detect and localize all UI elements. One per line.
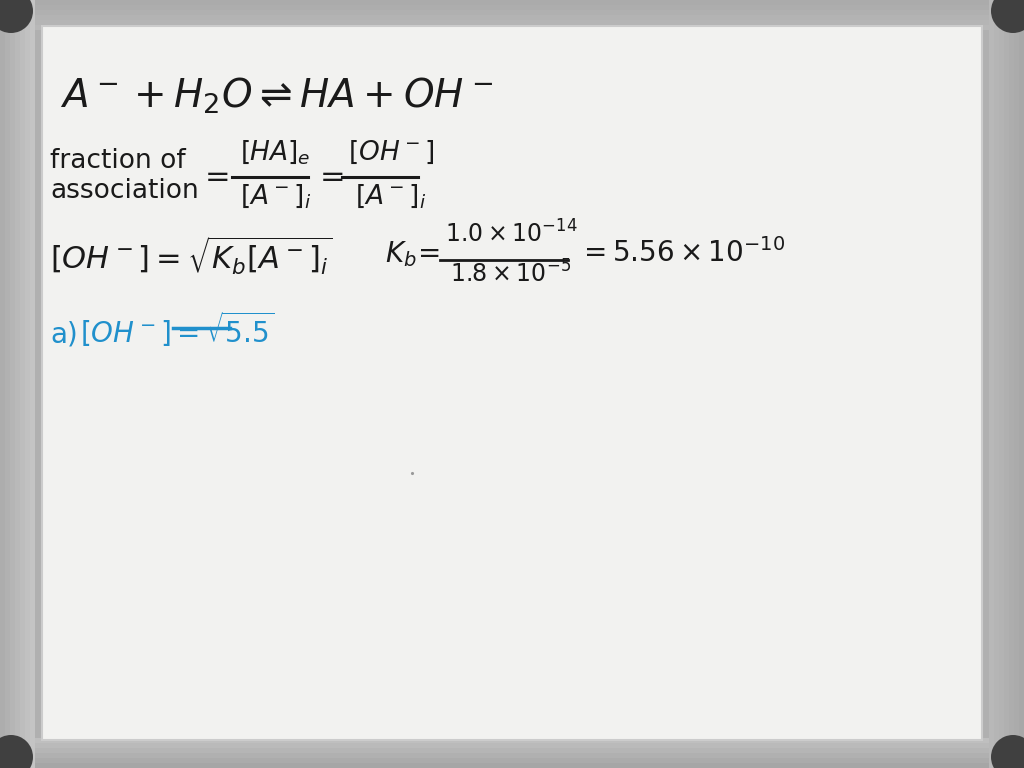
Bar	[0, 0, 5, 768]
Text: $= 5.56\times10^{-10}$: $= 5.56\times10^{-10}$	[578, 238, 785, 268]
Bar	[0, 746, 30, 768]
Bar	[15, 0, 20, 768]
Text: =: =	[319, 163, 346, 192]
Bar	[0, 25, 1024, 30]
Text: $[HA]_e$: $[HA]_e$	[240, 138, 310, 167]
Text: =: =	[205, 163, 230, 192]
Bar	[0, 748, 1024, 753]
Bar	[1019, 0, 1024, 768]
Bar	[994, 0, 1024, 22]
Text: fraction of: fraction of	[50, 148, 185, 174]
Bar	[989, 0, 994, 768]
Bar	[994, 0, 999, 768]
Bar	[10, 0, 15, 768]
Bar	[0, 15, 1024, 20]
Text: $[OH^-] = \sqrt{K_b[A^-]_i}$: $[OH^-] = \sqrt{K_b[A^-]_i}$	[50, 235, 333, 277]
Bar	[994, 746, 1024, 768]
Text: =: =	[418, 240, 441, 268]
Text: $[A^-]_i$: $[A^-]_i$	[240, 181, 311, 210]
Bar	[0, 0, 30, 22]
Wedge shape	[0, 0, 33, 33]
Bar	[30, 0, 35, 768]
Circle shape	[1, 743, 29, 768]
Text: $[A^-]_i$: $[A^-]_i$	[355, 181, 426, 210]
Wedge shape	[0, 735, 33, 768]
Bar	[0, 20, 1024, 25]
Text: $K_b$: $K_b$	[385, 239, 417, 269]
Bar	[0, 743, 1024, 748]
Wedge shape	[991, 735, 1024, 768]
Bar	[1004, 0, 1009, 768]
Bar	[0, 0, 1024, 5]
Text: $1.0\times10^{-14}$: $1.0\times10^{-14}$	[445, 221, 578, 248]
Bar	[0, 5, 1024, 10]
Bar	[20, 0, 25, 768]
Circle shape	[995, 743, 1023, 768]
Bar	[1009, 0, 1014, 768]
Bar	[999, 0, 1004, 768]
Wedge shape	[991, 0, 1024, 33]
Bar	[0, 10, 1024, 15]
Text: $1.8\times10^{-5}$: $1.8\times10^{-5}$	[450, 261, 571, 288]
Text: $[OH^-]$: $[OH^-]$	[348, 139, 434, 166]
Text: association: association	[50, 178, 199, 204]
Text: $A^- + H_2O \rightleftharpoons HA + OH^-$: $A^- + H_2O \rightleftharpoons HA + OH^-…	[60, 76, 493, 116]
Bar	[1014, 0, 1019, 768]
Bar	[0, 753, 1024, 758]
Bar	[0, 758, 1024, 763]
Circle shape	[995, 0, 1023, 25]
Text: $[OH^-] = \sqrt{5.5}$: $[OH^-] = \sqrt{5.5}$	[80, 310, 274, 349]
Bar	[25, 0, 30, 768]
Circle shape	[1, 0, 29, 25]
Bar	[5, 0, 10, 768]
Bar	[0, 763, 1024, 768]
Text: a): a)	[50, 321, 78, 349]
Bar	[0, 738, 1024, 743]
